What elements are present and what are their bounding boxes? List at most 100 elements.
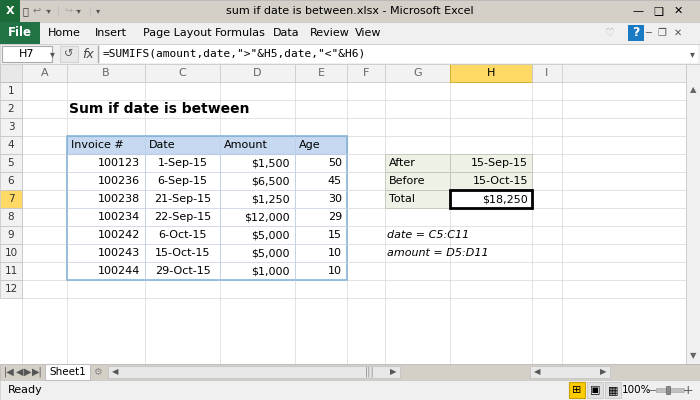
Bar [22,208,686,226]
Bar [67,208,347,226]
Bar [0,0,700,22]
Text: $6,500: $6,500 [251,176,290,186]
Bar [67,172,347,190]
Text: 100243: 100243 [98,248,140,258]
Bar [22,262,686,280]
Text: ▾: ▾ [690,49,694,59]
Text: ◀: ◀ [534,368,540,376]
Text: ❑: ❑ [653,6,663,16]
Text: Sum if date is between: Sum if date is between [69,102,249,116]
Bar [0,64,22,82]
Text: F: F [363,68,369,78]
Bar [450,190,532,208]
Bar [0,44,700,64]
Bar [347,64,385,82]
Text: 4: 4 [8,140,14,150]
Text: A: A [41,68,48,78]
Bar [67,244,347,262]
Text: Amount: Amount [224,140,268,150]
Text: C: C [178,68,186,78]
Bar [0,280,22,298]
Bar [22,190,686,208]
Bar [0,190,22,208]
Text: 15-Oct-15: 15-Oct-15 [473,176,528,186]
Text: 10: 10 [328,266,342,276]
Bar [67,136,347,154]
Bar [22,226,686,244]
Bar [0,208,22,226]
Text: Before: Before [389,176,426,186]
Text: 10: 10 [328,248,342,258]
Text: 29: 29 [328,212,342,222]
Bar [0,172,22,190]
Bar [22,172,686,190]
Text: Page Layout: Page Layout [143,28,211,38]
Text: 22-Sep-15: 22-Sep-15 [154,212,211,222]
Text: $1,000: $1,000 [251,266,290,276]
Text: +: + [682,384,693,396]
Text: ▼: ▼ [690,352,696,360]
Text: E: E [318,68,325,78]
Bar [0,64,686,82]
Bar [67,226,347,244]
Text: ·▾: ·▾ [45,6,51,16]
Text: $1,500: $1,500 [251,158,290,168]
Bar [67,262,347,280]
Bar [67,64,145,82]
Bar [22,100,686,118]
Bar [0,364,700,380]
Text: 29-Oct-15: 29-Oct-15 [155,266,211,276]
Bar [385,64,450,82]
Bar [22,280,686,298]
Text: ✕: ✕ [673,6,682,16]
Bar [67,136,347,280]
Bar [70,382,84,398]
Text: 5: 5 [8,158,14,168]
Text: 30: 30 [328,194,342,204]
Text: 8: 8 [8,212,14,222]
Bar [0,100,22,118]
Text: ·▾: ·▾ [75,6,81,16]
Text: 10: 10 [4,248,18,258]
Text: ▶: ▶ [24,367,32,377]
Bar [45,364,90,380]
Bar [22,154,686,172]
Bar [60,46,78,62]
Text: ◀: ◀ [16,367,24,377]
Bar [0,64,700,364]
Bar [0,0,20,22]
Text: $1,250: $1,250 [251,194,290,204]
Text: 6-Sep-15: 6-Sep-15 [158,176,207,186]
Text: ◀: ◀ [112,368,118,376]
Text: H7: H7 [20,49,35,59]
Bar [0,22,700,44]
Text: Total: Total [389,194,415,204]
Bar [450,154,532,172]
Text: I: I [545,68,549,78]
Text: Insert: Insert [95,28,127,38]
Bar [22,64,67,82]
Text: 100236: 100236 [98,176,140,186]
Bar [22,244,686,262]
Text: ▲: ▲ [690,86,696,94]
Text: |: | [57,6,60,16]
Bar [0,380,700,400]
Text: ─: ─ [645,28,651,38]
Bar [569,382,585,398]
Text: 11: 11 [4,266,18,276]
Bar [295,64,347,82]
Text: ▶: ▶ [389,368,396,376]
Bar [22,118,686,136]
Bar [108,366,400,378]
Text: =SUMIFS(amount,date,">"&H5,date,"<"&H6): =SUMIFS(amount,date,">"&H5,date,"<"&H6) [103,49,366,59]
Text: ⚙: ⚙ [93,367,102,377]
Text: ♡: ♡ [605,28,615,38]
Text: |||: ||| [365,367,375,377]
Text: 50: 50 [328,158,342,168]
Text: $5,000: $5,000 [251,248,290,258]
Text: File: File [8,26,32,40]
Bar [450,172,532,190]
Text: ❐: ❐ [657,28,666,38]
Bar [145,64,220,82]
Bar [605,382,621,398]
